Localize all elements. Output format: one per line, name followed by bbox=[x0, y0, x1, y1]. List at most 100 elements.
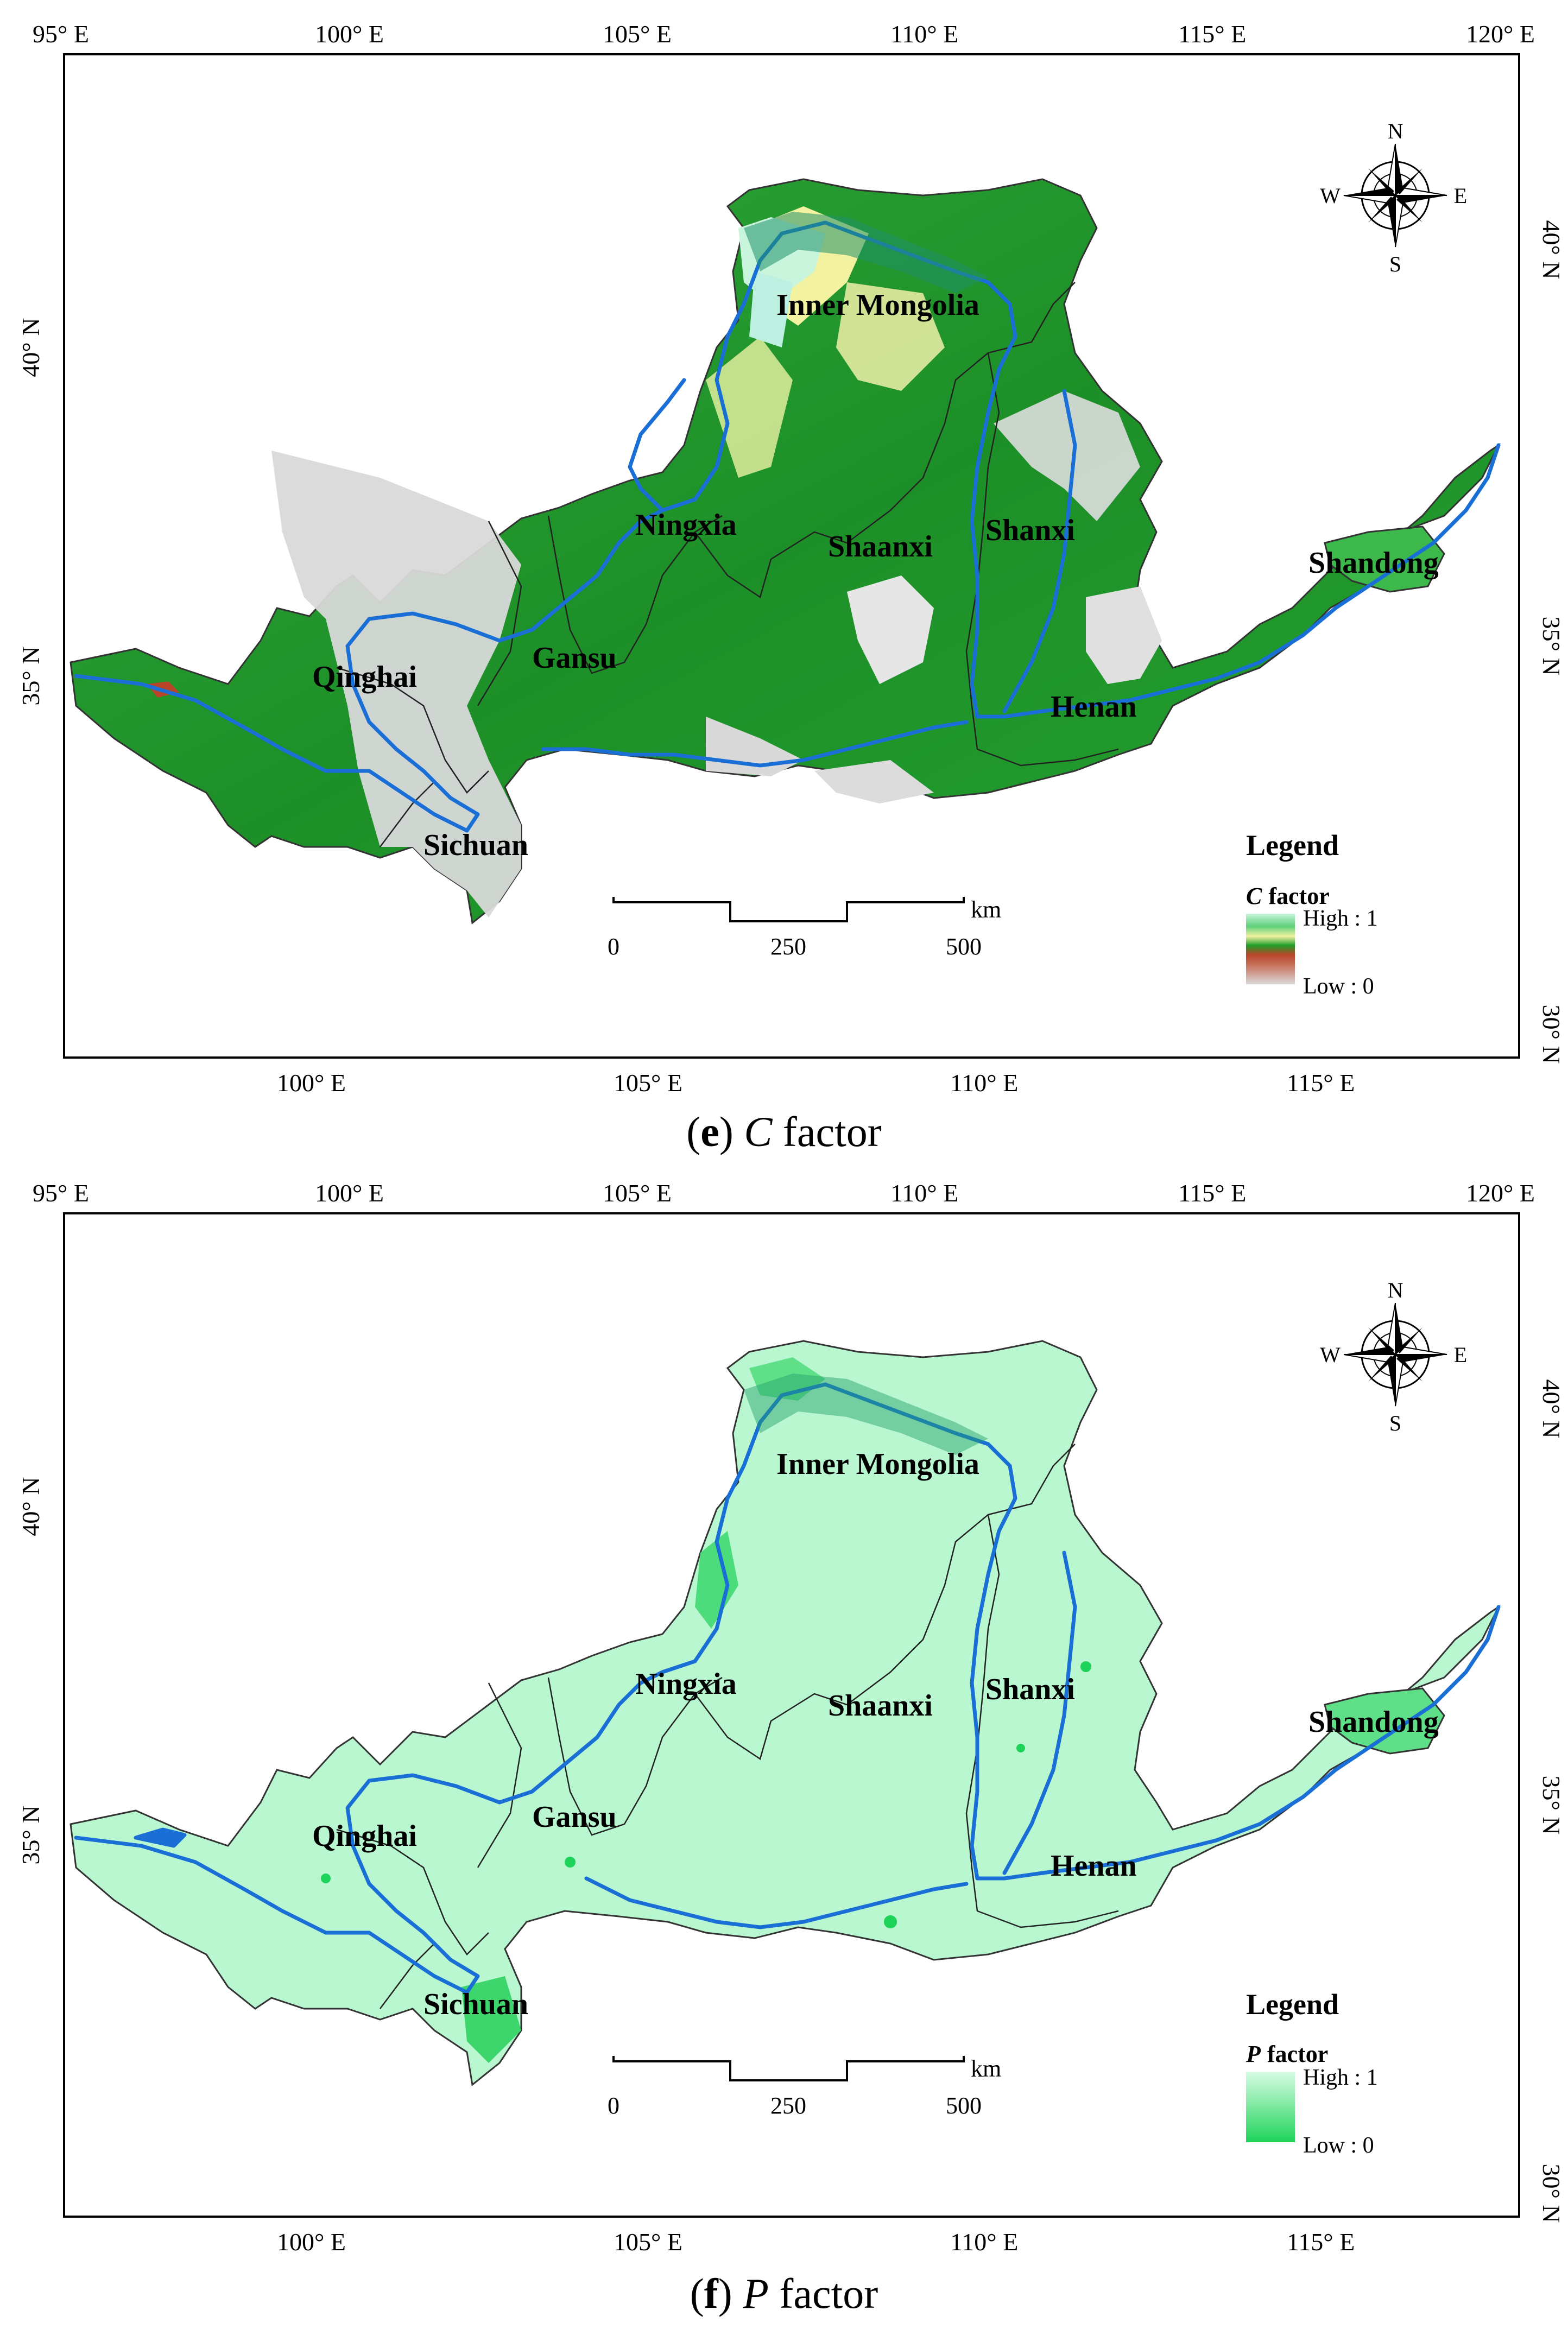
province-label-henan: Henan bbox=[1051, 1849, 1137, 1883]
lon-label-top-3: 110° E bbox=[890, 1179, 958, 1207]
province-label-shandong: Shandong bbox=[1308, 546, 1439, 580]
compass-e-label: E bbox=[1454, 183, 1467, 208]
compass-s-label: S bbox=[1389, 252, 1401, 276]
legend-low-label: Low : 0 bbox=[1303, 2133, 1374, 2158]
lon-label-bottom-3: 115° E bbox=[1287, 1069, 1355, 1097]
province-label-ningxia: Ningxia bbox=[635, 508, 737, 542]
lon-label-top-1: 100° E bbox=[315, 1179, 384, 1207]
yellow-river bbox=[74, 220, 1501, 833]
lon-label-bottom-2: 110° E bbox=[950, 1069, 1018, 1097]
yellow-river bbox=[74, 1382, 1501, 1995]
compass-e-label: E bbox=[1454, 1343, 1467, 1367]
lon-label-top-3: 110° E bbox=[890, 20, 958, 48]
lon-label-bottom-2: 110° E bbox=[950, 2228, 1018, 2256]
hetao-plain bbox=[744, 1374, 988, 1455]
legend-title: Legend bbox=[1246, 829, 1339, 862]
lat-label-right-2: 30° N bbox=[1538, 1004, 1565, 1064]
lat-label-left-1: 35° N bbox=[17, 646, 45, 705]
scale-label-0: 0 bbox=[608, 933, 619, 960]
lon-label-bottom-1: 105° E bbox=[614, 1069, 682, 1097]
graticule-labels: 95° E 100° E 105° E 110° E 115° E 120° E… bbox=[17, 20, 1565, 1097]
province-labels: Inner Mongolia Ningxia Shaanxi Shanxi Sh… bbox=[312, 288, 1439, 862]
scale-label-1: 250 bbox=[770, 933, 806, 960]
lon-label-top-2: 105° E bbox=[603, 1179, 672, 1207]
lat-label-right-1: 35° N bbox=[1538, 616, 1565, 675]
province-label-ningxia: Ningxia bbox=[635, 1667, 737, 1701]
legend-factor-word: factor bbox=[1268, 883, 1329, 909]
caption-e: (e) C factor bbox=[686, 1108, 882, 1155]
scale-unit: km bbox=[971, 896, 1001, 923]
lon-label-bottom-0: 100° E bbox=[277, 2228, 346, 2256]
province-boundaries bbox=[336, 1444, 1119, 2009]
scale-unit: km bbox=[971, 2055, 1001, 2082]
province-label-qinghai: Qinghai bbox=[312, 660, 417, 694]
north-arrow-icon: N S E W bbox=[1320, 119, 1467, 276]
lon-label-top-5: 120° E bbox=[1466, 1179, 1535, 1207]
province-boundaries bbox=[336, 282, 1119, 847]
lat-label-right-0: 40° N bbox=[1538, 1379, 1565, 1438]
compass-s-label: S bbox=[1389, 1411, 1401, 1435]
legend-factor-symbol: C bbox=[1246, 883, 1262, 909]
scale-bar: 0 250 500 km bbox=[608, 896, 1001, 960]
province-label-gansu: Gansu bbox=[532, 641, 617, 675]
scale-label-2: 500 bbox=[946, 2092, 982, 2119]
province-label-qinghai: Qinghai bbox=[312, 1819, 417, 1853]
lat-label-left-0: 40° N bbox=[17, 318, 45, 377]
legend-high-label: High : 1 bbox=[1303, 906, 1378, 931]
province-label-shaanxi: Shaanxi bbox=[828, 1689, 933, 1723]
lon-label-top-5: 120° E bbox=[1466, 20, 1535, 48]
province-label-henan: Henan bbox=[1051, 690, 1137, 724]
compass-n-label: N bbox=[1388, 119, 1403, 143]
province-label-shanxi: Shanxi bbox=[985, 1673, 1075, 1706]
p-factor-map: 95° E 100° E 105° E 110° E 115° E 120° E… bbox=[17, 1179, 1565, 2256]
compass-w-label: W bbox=[1320, 183, 1341, 208]
province-label-sichuan: Sichuan bbox=[423, 828, 528, 862]
graticule-labels: 95° E 100° E 105° E 110° E 115° E 120° E… bbox=[17, 1179, 1565, 2256]
province-label-inner-mongolia: Inner Mongolia bbox=[776, 1447, 979, 1481]
lat-label-left-1: 35° N bbox=[17, 1805, 45, 1864]
scale-label-2: 500 bbox=[946, 933, 982, 960]
lat-label-right-2: 30° N bbox=[1538, 2163, 1565, 2223]
legend-color-ramp bbox=[1246, 2072, 1295, 2142]
legend-title: Legend bbox=[1246, 1988, 1339, 2021]
province-label-shanxi: Shanxi bbox=[985, 514, 1075, 547]
caption-f: (f) P factor bbox=[690, 2270, 878, 2317]
c-factor-map: 95° E 100° E 105° E 110° E 115° E 120° E… bbox=[17, 20, 1565, 1097]
lon-label-top-1: 100° E bbox=[315, 20, 384, 48]
lon-label-top-0: 95° E bbox=[33, 20, 89, 48]
compass-w-label: W bbox=[1320, 1343, 1341, 1367]
province-label-gansu: Gansu bbox=[532, 1800, 617, 1834]
scale-label-0: 0 bbox=[608, 2092, 619, 2119]
lon-label-top-4: 115° E bbox=[1178, 20, 1246, 48]
lon-label-top-0: 95° E bbox=[33, 1179, 89, 1207]
legend-high-label: High : 1 bbox=[1303, 2065, 1378, 2090]
north-arrow-icon: N S E W bbox=[1320, 1278, 1467, 1435]
lon-label-bottom-3: 115° E bbox=[1287, 2228, 1355, 2256]
scale-label-1: 250 bbox=[770, 2092, 806, 2119]
legend-factor-symbol: P bbox=[1245, 2041, 1261, 2067]
lat-label-right-1: 35° N bbox=[1538, 1775, 1565, 1834]
lat-label-right-0: 40° N bbox=[1538, 220, 1565, 279]
hetao-plain bbox=[744, 212, 988, 293]
lon-label-top-2: 105° E bbox=[603, 20, 672, 48]
province-label-sichuan: Sichuan bbox=[423, 1988, 528, 2021]
panel-p-factor: 95° E 100° E 105° E 110° E 115° E 120° E… bbox=[0, 1162, 1568, 2326]
legend-color-ramp bbox=[1246, 914, 1295, 984]
compass-n-label: N bbox=[1388, 1278, 1403, 1302]
lon-label-top-4: 115° E bbox=[1178, 1179, 1246, 1207]
scale-bar: 0 250 500 km bbox=[608, 2055, 1001, 2119]
lon-label-bottom-1: 105° E bbox=[614, 2228, 682, 2256]
legend-factor-word: factor bbox=[1267, 2041, 1328, 2067]
legend-low-label: Low : 0 bbox=[1303, 974, 1374, 999]
lon-label-bottom-0: 100° E bbox=[277, 1069, 346, 1097]
lat-label-left-0: 40° N bbox=[17, 1477, 45, 1536]
province-label-shandong: Shandong bbox=[1308, 1705, 1439, 1739]
province-label-inner-mongolia: Inner Mongolia bbox=[776, 288, 979, 322]
province-label-shaanxi: Shaanxi bbox=[828, 530, 933, 564]
province-labels: Inner Mongolia Ningxia Shaanxi Shanxi Sh… bbox=[312, 1447, 1439, 2021]
panel-c-factor: 95° E 100° E 105° E 110° E 115° E 120° E… bbox=[0, 0, 1568, 1162]
